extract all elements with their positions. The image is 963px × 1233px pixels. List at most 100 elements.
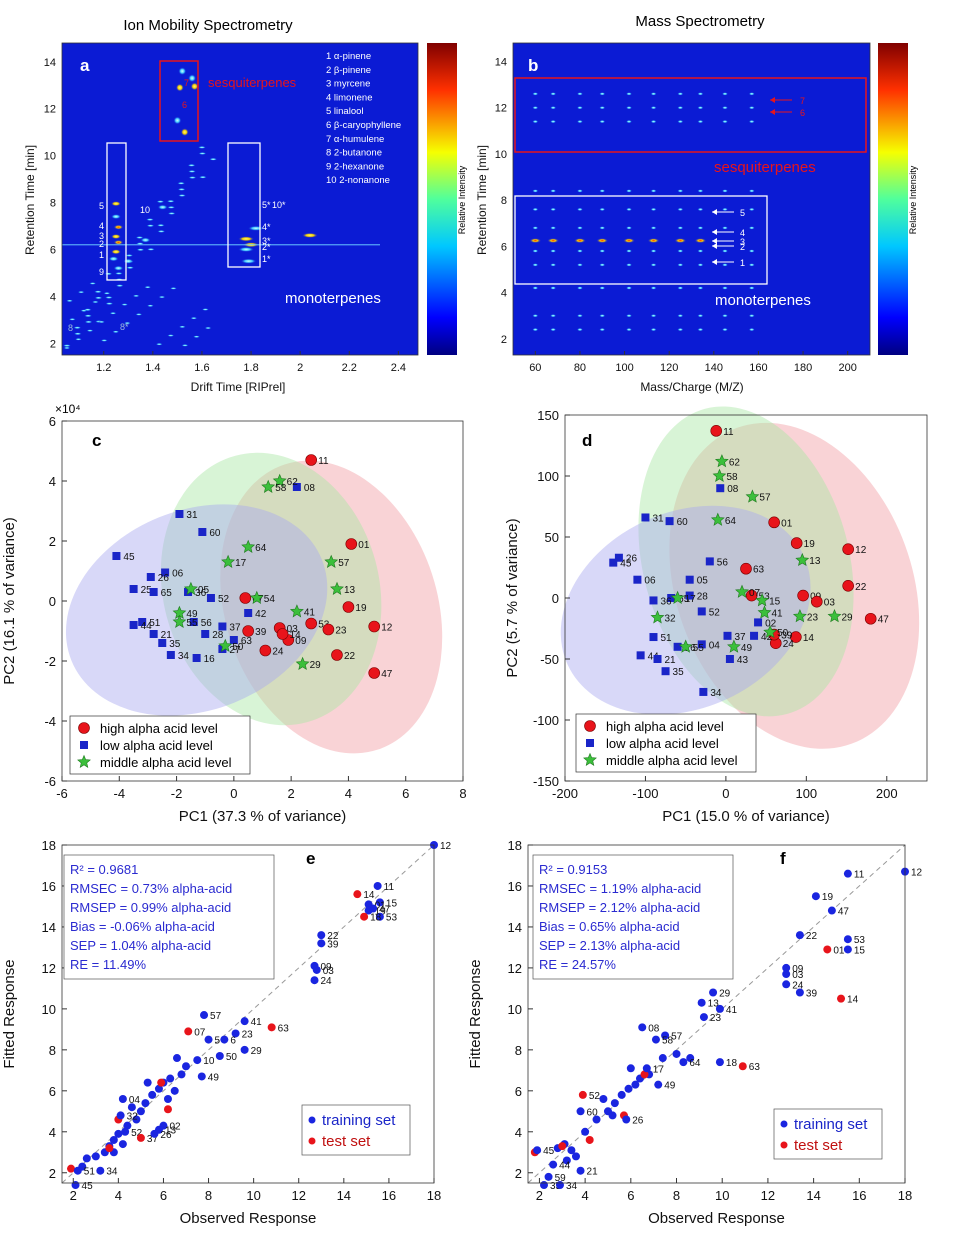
compound-label: 9 2-hexanone (326, 161, 384, 172)
heatmap-peak (697, 286, 704, 290)
point-label: 03 (323, 966, 335, 977)
y-tick-label-e: 14 (42, 920, 56, 935)
panel-letter-f: f (780, 849, 786, 868)
y-tick-label-f: 14 (508, 920, 522, 935)
point-training (679, 1058, 688, 1067)
x-tick-label-a: 1.8 (243, 362, 258, 374)
heatmap-peak (190, 82, 199, 91)
point-high (790, 631, 802, 643)
heatmap-peak (599, 189, 606, 193)
panel-letter-d: d (582, 431, 592, 450)
point-training (658, 1054, 667, 1063)
heatmap-peak (748, 106, 755, 110)
point-training (143, 1078, 152, 1087)
title-ims: Ion Mobility Spectrometry (123, 17, 293, 34)
heatmap-peak (694, 238, 707, 244)
heatmap-peak (650, 286, 657, 290)
heatmap-peak (190, 316, 198, 320)
heatmap-peak (177, 188, 186, 191)
axes-frame-e (61, 844, 435, 1184)
point-label: 36 (195, 588, 207, 599)
monoterpene-box-a-left (106, 142, 127, 281)
heatmap-peak (169, 287, 177, 290)
point-label: 29 (719, 988, 731, 999)
x-axis-label-b: Mass/Charge (M/Z) (640, 380, 743, 394)
heatmap-peak (157, 204, 168, 210)
point-label: 21 (665, 655, 677, 666)
point-label: 04 (709, 640, 721, 651)
point-training (610, 1099, 619, 1108)
x-tick-label-a: 1.4 (145, 362, 160, 374)
point-training (549, 1160, 558, 1169)
point-label: 47 (838, 907, 850, 918)
y-tick-label-e: 2 (49, 1166, 56, 1181)
peak-arrow-label: 4 (740, 228, 745, 238)
point-training (651, 1035, 660, 1044)
y-tick-label-f: 2 (515, 1166, 522, 1181)
point-training (827, 906, 836, 915)
x-tick-label-c: 4 (345, 786, 352, 801)
heatmap-peak (532, 226, 539, 230)
point-label: 19 (822, 892, 834, 903)
x-tick-label-c: 0 (230, 786, 237, 801)
point-training (166, 1074, 175, 1083)
point-label: 57 (671, 1032, 683, 1043)
x-tick-label-b: 120 (660, 362, 678, 374)
point-label: 63 (749, 1062, 761, 1073)
heatmap-peak (721, 263, 728, 267)
point-middle (757, 605, 772, 619)
heatmap-peak (697, 263, 704, 267)
ellipse-high (669, 422, 920, 749)
heatmap-peak (748, 207, 755, 211)
stat-line: SEP = 1.04% alpha-acid (70, 938, 211, 953)
point-label: 39 (781, 631, 793, 642)
heatmap-peak (193, 335, 201, 338)
heatmap-peak (721, 92, 728, 96)
heatmap-peak (201, 308, 209, 311)
point-label: 43 (737, 655, 749, 666)
heatmap-peak (647, 238, 660, 244)
point-label: 34 (566, 1181, 578, 1192)
heatmap-peak (748, 226, 755, 230)
point-label: 47 (381, 669, 393, 680)
point-label: 02 (765, 618, 777, 629)
point-label: 29 (310, 660, 322, 671)
heatmap-peak (111, 201, 122, 207)
point-label: 19 (355, 603, 367, 614)
point-label: 22 (855, 582, 867, 593)
point-low (723, 631, 732, 640)
point-low (697, 640, 706, 649)
heatmap-peak (156, 224, 165, 227)
point-label: 24 (792, 980, 804, 991)
point-test (163, 1105, 172, 1114)
heatmap-peak (529, 238, 542, 244)
panel-a: a sesquiterpenes monoterpenes 1 α-pinene… (23, 42, 467, 394)
y-tick-label-c: -2 (44, 654, 56, 669)
heatmap-peak (198, 175, 207, 179)
x-axis-label-f: Observed Response (648, 1210, 785, 1227)
heatmap-peak (94, 290, 103, 294)
y-tick-label-e: 12 (42, 961, 56, 976)
point-label: 19 (804, 539, 816, 550)
x-tick-label-a: 1.2 (96, 362, 111, 374)
y-tick-label-c: -4 (44, 714, 56, 729)
point-middle (710, 512, 725, 526)
point-label: 31 (186, 510, 198, 521)
point-high (740, 562, 752, 575)
point-high (842, 543, 854, 556)
point-label: 49 (186, 609, 198, 620)
heatmap-peak (748, 249, 755, 253)
stat-line: RE = 11.49% (70, 957, 146, 972)
x-tick-label-e: 10 (246, 1188, 260, 1203)
heatmap-peak (175, 83, 184, 92)
point-training (843, 935, 852, 944)
heatmap-peak (721, 189, 728, 193)
heatmap-peak (73, 326, 82, 329)
peak-marker: 10 (140, 205, 150, 215)
heatmap-peak (576, 314, 583, 318)
point-training (626, 1064, 635, 1073)
heatmap-peak (167, 212, 176, 215)
peak-arrow-head (712, 209, 717, 215)
